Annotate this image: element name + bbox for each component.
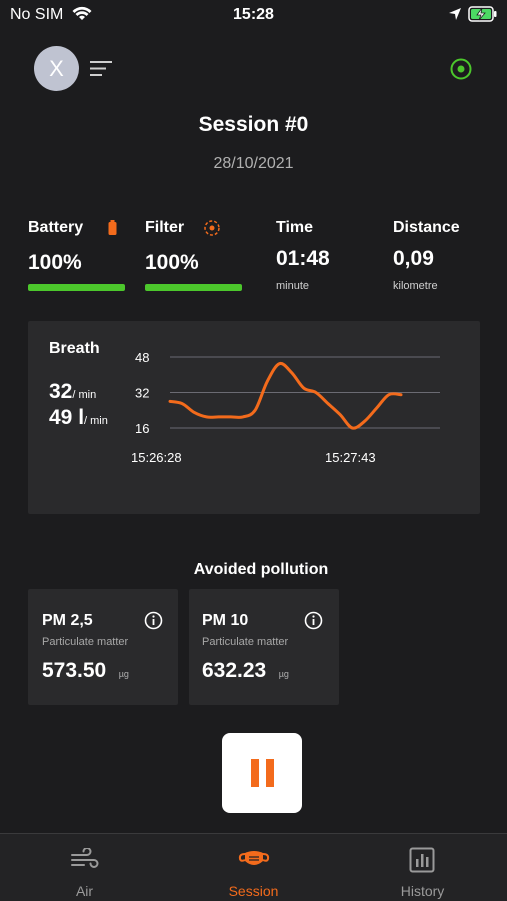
tab-session-label: Session [228,883,279,899]
tab-air-label: Air [75,883,94,899]
info-icon[interactable] [144,611,163,630]
chart-x-tick: 15:27:43 [325,450,376,465]
tab-bar: Air Session History [0,833,507,901]
pm10-card: PM 10 Particulate matter 632.23 µg [189,589,339,705]
pause-icon [250,759,259,787]
battery-value: 100% [28,251,82,274]
breath-volume: 49 l/ min [49,406,108,430]
pm25-subtitle: Particulate matter [42,636,129,648]
pm25-value: 573.50 [42,659,107,682]
wind-icon [71,848,99,868]
connection-status-icon[interactable] [449,57,473,81]
battery-level-bar [28,284,125,291]
filter-level-track [145,284,242,291]
breath-rate: 32/ min [49,380,96,404]
pm10-unit: µg [278,669,289,679]
distance-label: Distance [393,219,460,236]
pm10-reading: 632.23 µg [202,659,289,683]
breath-chart: 48 32 16 15:26:28 15:27:43 [131,350,440,465]
filter-level-bar [145,284,242,291]
tab-air[interactable]: Air [0,834,169,901]
pm10-value: 632.23 [202,659,267,682]
info-icon[interactable] [304,611,323,630]
breath-card: Breath 32/ min 49 l/ min 48 32 16 15:26:28… [28,321,480,514]
clock: 15:28 [233,6,274,23]
session-date: 28/10/2021 [213,155,294,172]
battery-label: Battery [28,219,84,236]
chart-y-tick: 32 [135,386,149,401]
chart-y-tick: 48 [135,350,149,365]
time-unit: minute [276,280,310,292]
filter-icon [204,220,220,236]
breath-volume-value: 49 l [49,406,85,429]
breath-title: Breath [49,340,100,357]
distance-value: 0,09 [393,247,434,270]
tab-history[interactable]: History [338,834,507,901]
time-label: Time [276,219,314,236]
filter-label: Filter [145,219,185,236]
location-arrow-icon [449,8,461,20]
status-bar: No SIM 15:28 [0,0,507,30]
battery-stat: Battery 100% [28,219,128,275]
pause-button[interactable] [222,733,302,813]
breath-rate-value: 32 [49,380,73,403]
pm10-subtitle: Particulate matter [202,636,289,648]
pm10-title: PM 10 [202,612,249,629]
time-value: 01:48 [276,247,330,270]
distance-stat: Distance 0,09 kilometre [393,219,503,292]
chart-y-tick: 16 [135,421,149,436]
battery-charging-icon [468,6,497,22]
breath-volume-unit: / min [84,415,108,427]
chart-x-tick: 15:26:28 [131,450,182,465]
menu-icon[interactable] [90,60,114,78]
pm25-title: PM 2,5 [42,612,93,629]
bar-chart-icon [409,847,435,873]
pm25-reading: 573.50 µg [42,659,129,683]
filter-stat: Filter 100% [145,219,245,275]
session-title: Session #0 [198,113,309,136]
mask-icon [238,851,270,865]
pm25-unit: µg [118,669,129,679]
carrier-label: No SIM [10,6,64,23]
time-stat: Time 01:48 minute [276,219,386,292]
distance-unit: kilometre [393,280,438,292]
tab-history-label: History [400,883,445,899]
battery-icon [108,220,117,235]
tab-session[interactable]: Session [169,834,338,901]
avatar[interactable]: X [34,46,79,91]
breath-rate-unit: / min [72,389,97,401]
wifi-icon [72,6,92,20]
breath-line-series [168,361,403,430]
avoided-pollution-title: Avoided pollution [193,561,329,578]
pm25-card: PM 2,5 Particulate matter 573.50 µg [28,589,178,705]
battery-level-track [28,284,125,291]
avatar-initial: X [49,55,64,81]
filter-value: 100% [145,251,199,274]
